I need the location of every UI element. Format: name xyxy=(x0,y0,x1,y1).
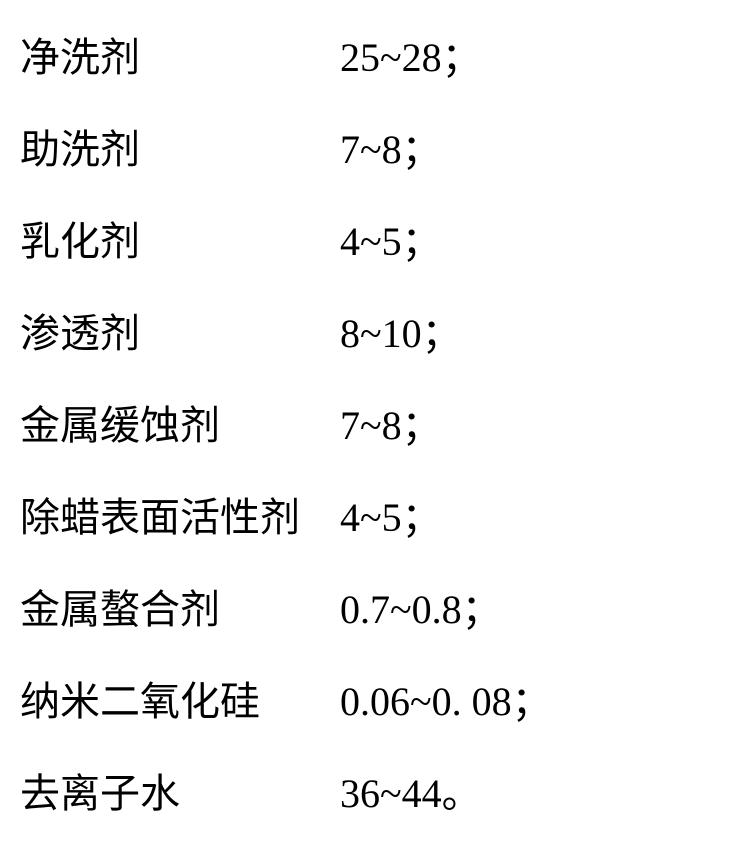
table-row: 纳米二氧化硅 0.06~0. 08； xyxy=(20,656,749,748)
table-row: 除蜡表面活性剂 4~5； xyxy=(20,472,749,564)
table-row: 净洗剂 25~28； xyxy=(20,12,749,104)
ingredient-label: 渗透剂 xyxy=(20,288,340,380)
ingredient-label: 金属螯合剂 xyxy=(20,564,340,656)
table-row: 渗透剂 8~10； xyxy=(20,288,749,380)
ingredient-value: 7~8； xyxy=(340,104,442,196)
ingredient-label: 除蜡表面活性剂 xyxy=(20,472,340,564)
ingredient-value: 36~44。 xyxy=(340,748,482,840)
ingredient-value: 0.7~0.8； xyxy=(340,564,502,656)
ingredient-value: 4~5； xyxy=(340,472,442,564)
ingredient-value: 7~8； xyxy=(340,380,442,472)
ingredient-value: 8~10； xyxy=(340,288,462,380)
ingredient-label: 金属缓蚀剂 xyxy=(20,380,340,472)
table-row: 金属缓蚀剂 7~8； xyxy=(20,380,749,472)
ingredient-label: 助洗剂 xyxy=(20,104,340,196)
ingredient-table: 净洗剂 25~28； 助洗剂 7~8； 乳化剂 4~5； 渗透剂 8~10； 金… xyxy=(0,0,749,849)
table-row: 去离子水 36~44。 xyxy=(20,748,749,840)
table-row: 金属螯合剂 0.7~0.8； xyxy=(20,564,749,656)
ingredient-label: 纳米二氧化硅 xyxy=(20,656,340,748)
ingredient-label: 净洗剂 xyxy=(20,12,340,104)
ingredient-label: 去离子水 xyxy=(20,748,340,840)
ingredient-value: 0.06~0. 08； xyxy=(340,656,552,748)
ingredient-value: 25~28； xyxy=(340,12,482,104)
table-row: 助洗剂 7~8； xyxy=(20,104,749,196)
ingredient-label: 乳化剂 xyxy=(20,196,340,288)
ingredient-value: 4~5； xyxy=(340,196,442,288)
table-row: 乳化剂 4~5； xyxy=(20,196,749,288)
